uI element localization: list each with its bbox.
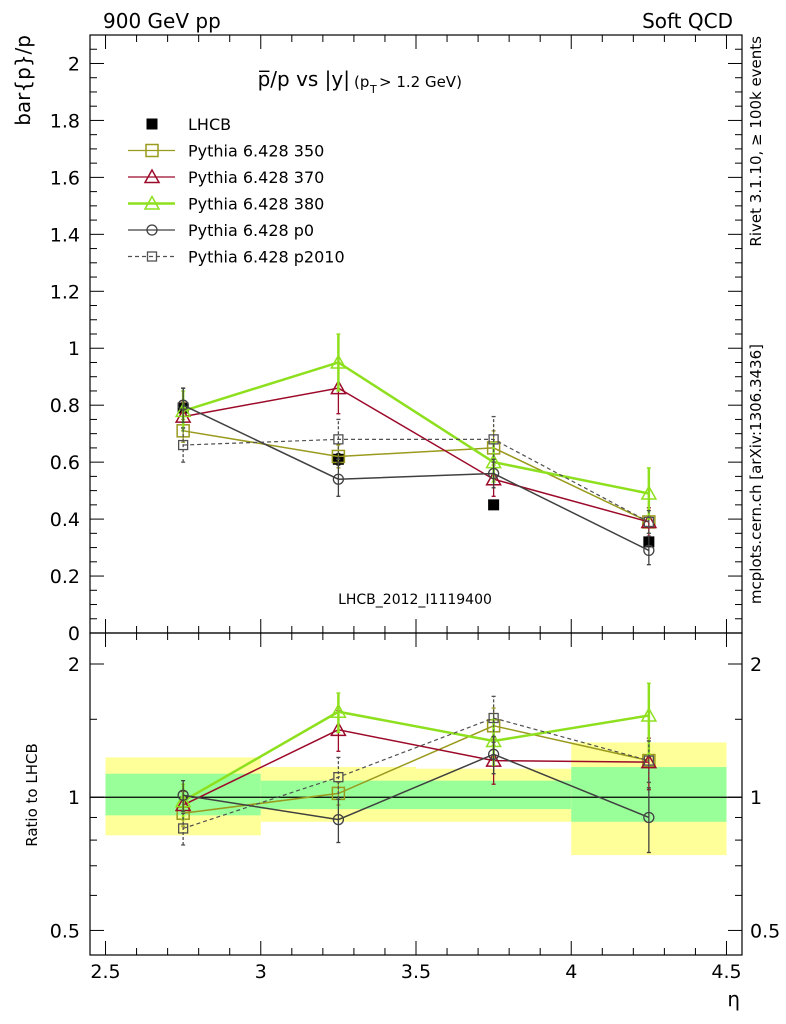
top-ytick-label: 1.4 — [50, 224, 80, 246]
ratio-point-p0 — [177, 789, 189, 801]
xtick-label: 3.5 — [401, 961, 431, 983]
legend-entry-lhcb: LHCB — [146, 115, 231, 134]
legend-label-p350: Pythia 6.428 350 — [188, 142, 324, 161]
top-line-p380 — [182, 361, 650, 495]
ratio-point-p370 — [330, 721, 347, 737]
xtick-label: 3 — [255, 961, 267, 983]
top-ytick-label: 0.2 — [50, 566, 80, 588]
top-point-p2010 — [333, 434, 344, 445]
ratio-point-p380 — [640, 706, 658, 722]
top-line-p0 — [182, 404, 650, 552]
top-ytick-label: 1.6 — [50, 167, 80, 189]
ratio-ytick-label-right: 2 — [750, 654, 762, 676]
legend-entry-p2010: Pythia 6.428 p2010 — [128, 248, 345, 267]
ratio-point-p0 — [487, 748, 500, 760]
plot-title-cut-close: > 1.2 GeV) — [379, 73, 462, 91]
axes: 0 0.2 0.4 0.6 0.8 1 1.2 1.4 1.6 1.8 2 0.5 0.5 1 1 2 2 2.5… — [50, 35, 780, 983]
top-point-lhcb — [488, 499, 500, 511]
legend-marker-p2010 — [146, 251, 158, 262]
ratio-line-p2010 — [182, 717, 650, 830]
top-series-p0 — [177, 387, 655, 566]
top-point-p380 — [330, 353, 347, 369]
legend-label-p0: Pythia 6.428 p0 — [188, 221, 314, 240]
legend-entry-p380: Pythia 6.428 380 — [128, 195, 324, 214]
top-ytick-label: 2 — [68, 53, 80, 75]
ratio-line-p350 — [183, 725, 650, 814]
top-series-p2010 — [177, 415, 655, 534]
ratio-point-p0 — [643, 811, 655, 824]
plot-title-cut-open: (p — [354, 73, 369, 91]
mcplots-label: mcplots.cern.ch [arXiv:1306.3436] — [747, 344, 765, 604]
top-ytick-label: 0.4 — [50, 509, 80, 531]
top-point-p380 — [640, 484, 658, 500]
xtick-label: 2.5 — [90, 961, 120, 983]
plot-title: p̅/p vs |y| (p T > 1.2 GeV) — [258, 67, 462, 96]
top-line-p370 — [183, 387, 650, 523]
legend-marker-p380 — [143, 194, 161, 210]
top-line-p350 — [183, 430, 650, 523]
top-ytick-label: 1.8 — [50, 110, 80, 132]
legend-marker-p350 — [145, 143, 159, 158]
legend-label-p2010: Pythia 6.428 p2010 — [188, 248, 345, 267]
plot-title-main: p̅/p vs |y| — [258, 67, 350, 91]
ratio-series-p0 — [177, 736, 655, 854]
legend: LHCB Pythia 6.428 350 Pythia 6.428 370 Pyth… — [128, 115, 345, 267]
top-line-p2010 — [183, 438, 650, 523]
legend-entry-p0: Pythia 6.428 p0 — [128, 221, 314, 240]
legend-entry-p350: Pythia 6.428 350 — [128, 142, 324, 161]
ratio-point-p370 — [640, 753, 658, 769]
top-series-p370 — [174, 361, 658, 537]
legend-label-lhcb: LHCB — [188, 115, 231, 134]
ratio-ytick-label: 1 — [68, 787, 80, 809]
ratio-line-p0 — [183, 753, 650, 821]
rivet-label: Rivet 3.1.10, ≥ 100k events — [747, 36, 765, 247]
top-point-p370 — [330, 379, 347, 395]
legend-entry-p370: Pythia 6.428 370 — [128, 168, 324, 187]
ratio-line-p380 — [182, 710, 650, 803]
ratio-point-p0 — [332, 813, 345, 826]
ratio-point-p2010 — [177, 823, 189, 834]
xtick-label: 4 — [565, 961, 577, 983]
band-green — [416, 780, 572, 810]
legend-marker-p0 — [146, 224, 158, 236]
top-point-p0 — [332, 473, 345, 485]
top-ytick-label: 1 — [68, 338, 80, 360]
x-axis-label: η — [727, 987, 740, 1011]
top-point-p0 — [487, 467, 500, 480]
legend-marker-p370 — [143, 168, 161, 184]
data-lines — [174, 333, 658, 854]
top-ytick-label: 0 — [68, 623, 80, 645]
top-point-p2010 — [488, 434, 499, 445]
ratio-point-p380 — [330, 703, 347, 718]
ratio-series-p2010 — [177, 695, 655, 846]
top-point-p2010 — [643, 516, 655, 528]
ratio-ytick-label: 2 — [68, 654, 80, 676]
plot-title-cut-sub: T — [369, 83, 377, 96]
ratio-point-p2010 — [333, 772, 344, 783]
header-left: 900 GeV pp — [103, 9, 221, 33]
legend-label-p380: Pythia 6.428 380 — [188, 195, 324, 214]
header-right: Soft QCD — [642, 9, 733, 33]
top-point-p0 — [643, 544, 655, 557]
legend-marker-lhcb — [146, 118, 158, 130]
ratio-ytick-label-right: 1 — [750, 787, 762, 809]
legend-label-p370: Pythia 6.428 370 — [188, 168, 324, 187]
bottom-ylabel: Ratio to LHCB — [23, 743, 41, 847]
top-ytick-label: 1.2 — [50, 281, 80, 303]
xtick-label: 4.5 — [711, 961, 741, 983]
watermark: LHCB_2012_I1119400 — [338, 592, 492, 608]
ratio-ytick-label: 0.5 — [50, 920, 80, 942]
top-point-p2010 — [177, 439, 189, 451]
ratio-line-p370 — [182, 729, 649, 806]
top-ytick-label: 0.8 — [50, 395, 80, 417]
ratio-point-p2010 — [643, 755, 655, 766]
ratio-ytick-label-right: 0.5 — [750, 920, 780, 942]
ratio-point-p2010 — [488, 712, 499, 724]
top-ytick-label: 0.6 — [50, 452, 80, 474]
top-point-p0 — [177, 399, 189, 411]
top-ylabel: bar{p}/p — [11, 35, 35, 126]
